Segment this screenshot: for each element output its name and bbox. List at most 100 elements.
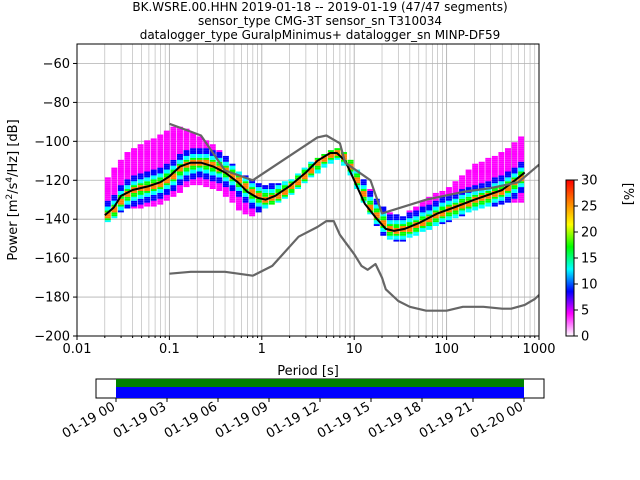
histogram-cell	[144, 200, 151, 203]
histogram-cell	[144, 146, 151, 149]
histogram-cell	[144, 198, 151, 201]
histogram-cell	[439, 200, 446, 203]
histogram-cell	[268, 202, 275, 205]
histogram-cell	[117, 200, 124, 203]
histogram-cell	[498, 187, 505, 190]
histogram-cell	[354, 173, 361, 176]
histogram-cell	[216, 163, 223, 166]
histogram-cell	[203, 181, 210, 184]
histogram-cell	[478, 171, 485, 174]
histogram-cell	[406, 224, 413, 227]
y-tick-label: −100	[34, 135, 70, 150]
histogram-cell	[183, 146, 190, 149]
histogram-cell	[176, 171, 183, 174]
histogram-cell	[144, 157, 151, 160]
histogram-cell	[249, 214, 256, 217]
histogram-cell	[439, 216, 446, 219]
histogram-cell	[347, 163, 354, 166]
histogram-cell	[157, 196, 164, 199]
histogram-cell	[216, 152, 223, 154]
histogram-cell	[222, 181, 229, 184]
histogram-cell	[170, 161, 177, 164]
histogram-cell	[236, 202, 242, 205]
mode-line	[104, 152, 526, 232]
histogram-cell	[183, 165, 190, 168]
histogram-cell	[505, 153, 511, 156]
histogram-cell	[131, 198, 138, 201]
histogram-cell	[472, 165, 479, 168]
histogram-cell	[255, 183, 262, 186]
histogram-cell	[511, 175, 518, 178]
histogram-cell	[209, 173, 216, 176]
histogram-cell	[163, 152, 170, 154]
histogram-cell	[150, 198, 157, 201]
histogram-cell	[255, 194, 262, 197]
histogram-cell	[144, 150, 151, 153]
histogram-cell	[131, 167, 138, 170]
histogram-cell	[518, 194, 525, 197]
histogram-cell	[131, 150, 138, 153]
histogram-cell	[236, 179, 242, 182]
histogram-cell	[491, 169, 498, 172]
histogram-cell	[111, 194, 118, 197]
histogram-cell	[150, 148, 157, 151]
histogram-cell	[157, 152, 164, 154]
histogram-cell	[485, 175, 492, 178]
histogram-cell	[111, 216, 118, 219]
histogram-cell	[472, 183, 479, 186]
histogram-cell	[229, 179, 236, 182]
histogram-cell	[268, 185, 275, 188]
histogram-cell	[518, 198, 525, 201]
histogram-cell	[511, 163, 518, 166]
histogram-cell	[255, 198, 262, 201]
histogram-cell	[209, 183, 216, 186]
histogram-cell	[157, 192, 164, 195]
histogram-cell	[117, 159, 124, 162]
histogram-cell	[137, 148, 144, 151]
histogram-cell	[196, 177, 203, 180]
histogram-cell	[176, 185, 183, 188]
histogram-cell	[209, 148, 216, 151]
histogram-cell	[137, 165, 144, 168]
histogram-cell	[163, 173, 170, 176]
histogram-cell	[452, 212, 459, 215]
histogram-cell	[432, 204, 439, 207]
histogram-cell	[183, 136, 190, 139]
histogram-cell	[426, 227, 433, 230]
histogram-cell	[203, 144, 210, 147]
histogram-cell	[131, 179, 138, 182]
histogram-cell	[386, 220, 393, 223]
histogram-cell	[176, 177, 183, 180]
histogram-cell	[150, 192, 157, 195]
histogram-cell	[150, 161, 157, 164]
histogram-cell	[386, 226, 393, 228]
histogram-cell	[117, 190, 124, 193]
histogram-cell	[472, 179, 479, 182]
histogram-cell	[183, 179, 190, 182]
histogram-cell	[117, 167, 124, 170]
histogram-cell	[170, 194, 177, 197]
histogram-cell	[445, 204, 452, 207]
histogram-cell	[117, 169, 124, 172]
histogram-cell	[209, 177, 216, 180]
histogram-cell	[150, 175, 157, 178]
histogram-cell	[203, 185, 210, 188]
histogram-cell	[386, 212, 393, 215]
histogram-cell	[190, 171, 197, 174]
histogram-cell	[104, 202, 111, 205]
histogram-cell	[163, 167, 170, 170]
histogram-cell	[485, 167, 492, 170]
histogram-cell	[183, 134, 190, 137]
histogram-cell	[163, 183, 170, 186]
histogram-cell	[190, 173, 197, 176]
histogram-cell	[176, 140, 183, 143]
histogram-cell	[518, 196, 525, 199]
histogram-cell	[452, 194, 459, 197]
histogram-cell	[380, 229, 387, 232]
colorbar-tick-label: 5	[581, 304, 589, 319]
histogram-cell	[452, 210, 459, 213]
histogram-cell	[301, 175, 308, 178]
histogram-cell	[176, 157, 183, 160]
histogram-cell	[518, 181, 525, 184]
